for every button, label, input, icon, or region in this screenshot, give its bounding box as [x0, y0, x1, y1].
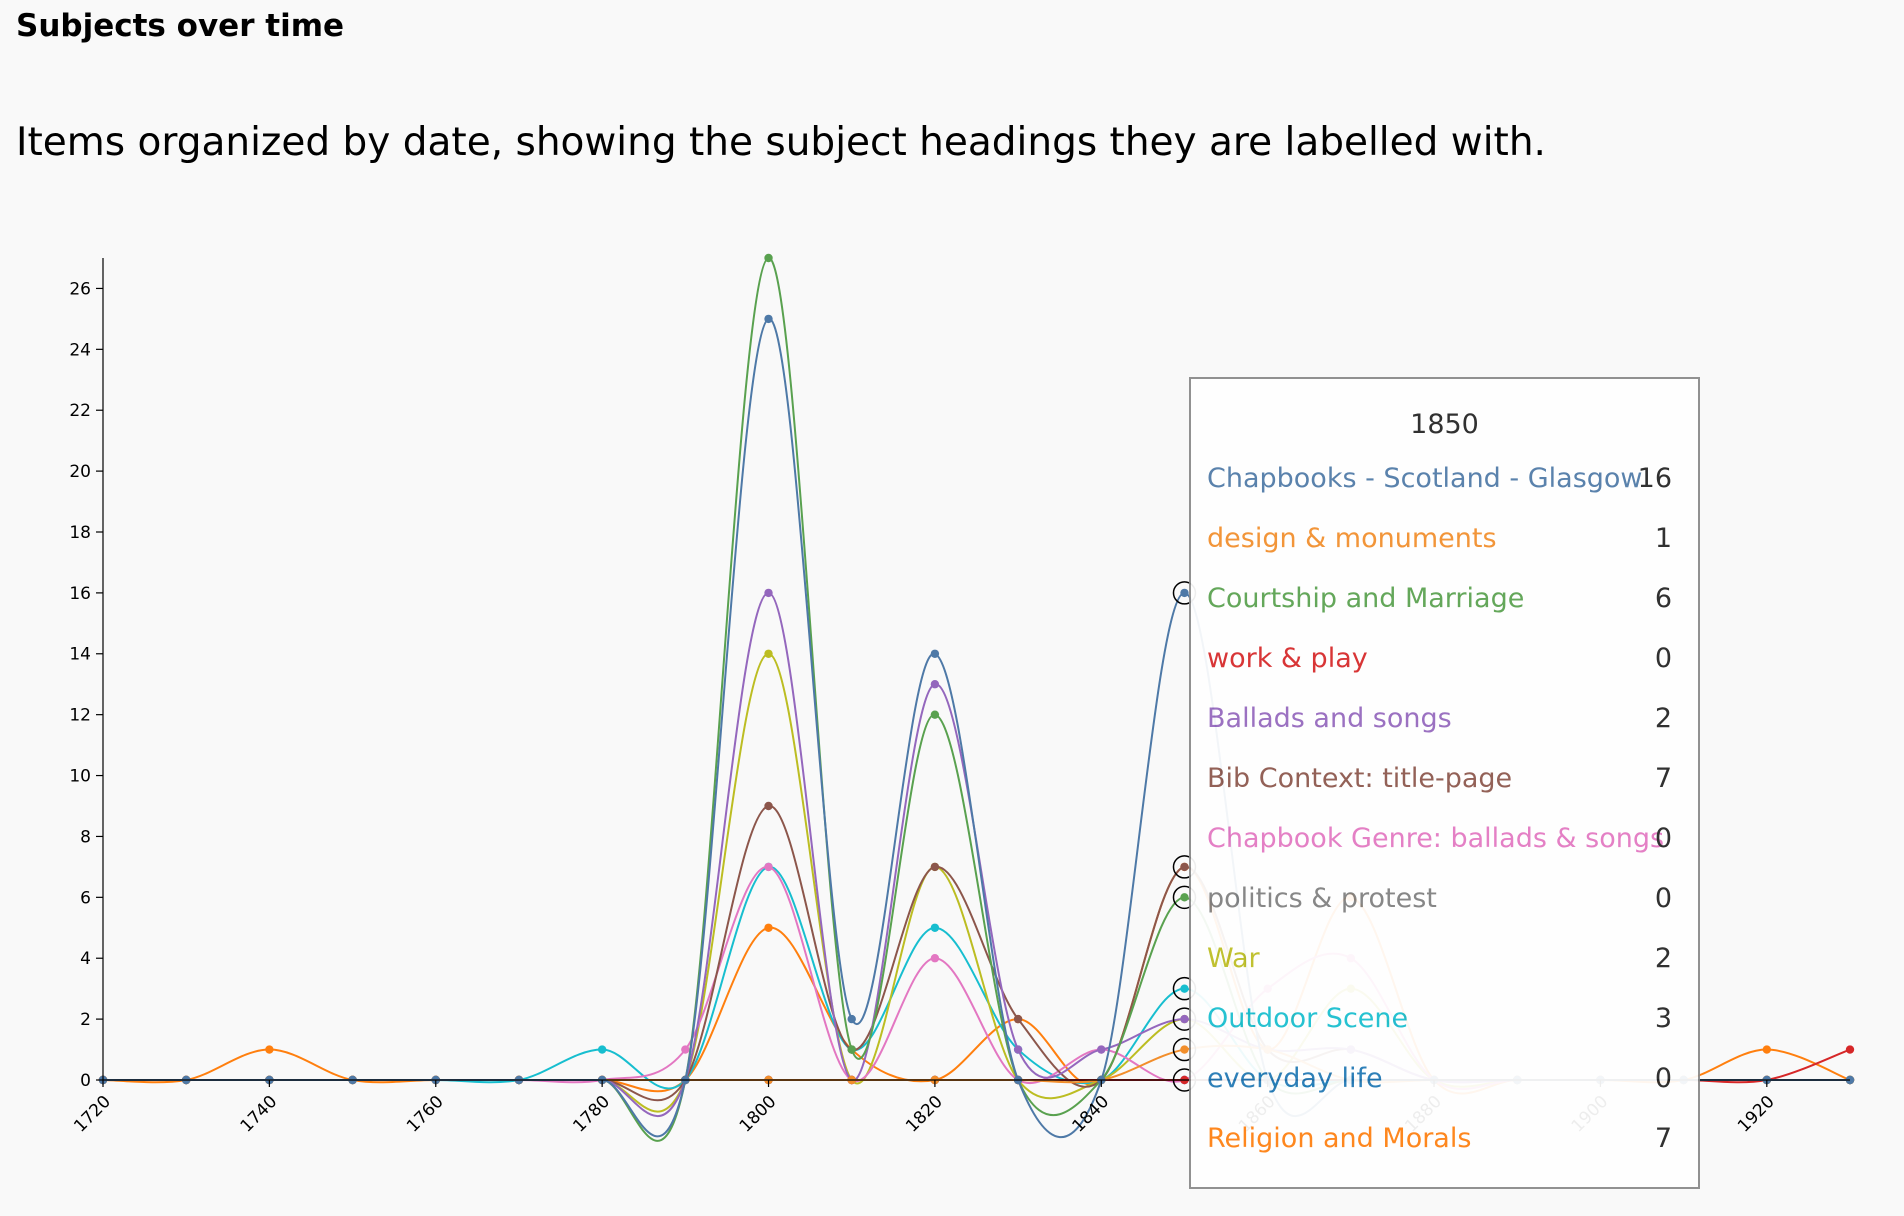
data-point[interactable] — [930, 923, 940, 932]
data-point[interactable] — [764, 314, 773, 324]
data-point[interactable] — [930, 862, 940, 872]
tooltip-series-value: 16 — [1637, 463, 1672, 494]
tooltip-series-name: politics & protest — [1207, 883, 1437, 914]
tooltip-row: work & play 0 — [1207, 643, 1672, 683]
data-point[interactable] — [1845, 1045, 1855, 1054]
data-point[interactable] — [1013, 1014, 1023, 1024]
tooltip-row: politics & protest 0 — [1207, 883, 1672, 923]
data-point[interactable] — [1097, 1045, 1106, 1054]
data-point[interactable] — [1762, 1045, 1772, 1054]
y-tick-label: 14 — [69, 645, 91, 665]
tooltip-series-name: Religion and Morals — [1207, 1123, 1472, 1154]
tooltip-series-name: work & play — [1207, 643, 1368, 674]
tooltip-year: 1850 — [1410, 409, 1479, 440]
x-tick-label: 1780 — [569, 1092, 614, 1137]
y-tick-label: 20 — [69, 462, 91, 482]
tooltip-series-value: 1 — [1654, 523, 1672, 554]
tooltip-series-name: Courtship and Marriage — [1207, 583, 1525, 614]
y-tick-label: 4 — [80, 949, 91, 969]
data-point[interactable] — [764, 649, 773, 658]
x-tick-label: 1920 — [1734, 1092, 1779, 1137]
data-point[interactable] — [930, 954, 940, 963]
y-tick-label: 22 — [69, 401, 91, 421]
data-point[interactable] — [1180, 862, 1189, 872]
tooltip-series-value: 0 — [1654, 1063, 1672, 1094]
tooltip-series-name: Outdoor Scene — [1207, 1003, 1409, 1034]
y-tick-label: 24 — [69, 340, 91, 360]
data-point[interactable] — [764, 253, 773, 263]
data-point[interactable] — [1180, 984, 1189, 993]
tooltip-series-name: Chapbook Genre: ballads & songs — [1207, 823, 1665, 854]
tooltip-series-value: 7 — [1654, 1123, 1672, 1154]
x-tick-label: 1840 — [1069, 1092, 1114, 1137]
data-point[interactable] — [764, 801, 773, 811]
tooltip-series-name: design & monuments — [1207, 523, 1497, 554]
tooltip-series-name: Bib Context: title-page — [1207, 763, 1513, 794]
tooltip-series-value: 0 — [1654, 823, 1672, 854]
x-tick-label: 1800 — [736, 1092, 781, 1137]
tooltip-series-value: 0 — [1654, 643, 1672, 674]
y-tick-label: 16 — [69, 584, 91, 604]
tooltip-series-name: everyday life — [1207, 1063, 1383, 1094]
tooltip-series-value: 6 — [1654, 583, 1672, 614]
x-tick-label: 1720 — [70, 1092, 115, 1137]
tooltip-row: Religion and Morals 7 — [1207, 1123, 1672, 1163]
data-point[interactable] — [764, 588, 773, 598]
data-point[interactable] — [847, 1014, 856, 1024]
page-description: Items organized by date, showing the sub… — [16, 120, 1546, 165]
data-point[interactable] — [681, 1045, 690, 1054]
data-point[interactable] — [1013, 1045, 1023, 1054]
x-tick-label: 1740 — [237, 1092, 282, 1137]
tooltip-row: Chapbook Genre: ballads & songs 0 — [1207, 823, 1672, 863]
hover-tooltip: 1850 Chapbooks - Scotland - Glasgow 16 des… — [1189, 377, 1700, 1189]
tooltip-row: everyday life 0 — [1207, 1063, 1672, 1103]
data-point[interactable] — [265, 1045, 274, 1054]
tooltip-series-value: 3 — [1654, 1003, 1672, 1034]
x-tick-label: 1760 — [403, 1092, 448, 1137]
tooltip-row: Ballads and songs 2 — [1207, 703, 1672, 743]
y-tick-label: 26 — [69, 279, 91, 299]
data-point[interactable] — [930, 649, 940, 658]
tooltip-row: Courtship and Marriage 6 — [1207, 583, 1672, 623]
data-point[interactable] — [930, 680, 940, 689]
tooltip-series-name: Chapbooks - Scotland - Glasgow — [1207, 463, 1643, 494]
data-point[interactable] — [930, 710, 940, 719]
tooltip-row: Outdoor Scene 3 — [1207, 1003, 1672, 1043]
data-point[interactable] — [764, 862, 773, 872]
data-point[interactable] — [1180, 1045, 1189, 1054]
y-tick-label: 6 — [80, 888, 91, 908]
data-point[interactable] — [847, 1045, 856, 1054]
y-tick-label: 18 — [69, 523, 91, 543]
tooltip-series-name: Ballads and songs — [1207, 703, 1452, 734]
y-tick-label: 12 — [69, 706, 91, 726]
tooltip-series-value: 7 — [1654, 763, 1672, 794]
tooltip-series-value: 2 — [1654, 943, 1672, 974]
data-point[interactable] — [1180, 893, 1189, 902]
data-point[interactable] — [1180, 1014, 1189, 1024]
tooltip-series-value: 0 — [1654, 883, 1672, 914]
page-title: Subjects over time — [16, 8, 345, 44]
data-point[interactable] — [597, 1045, 607, 1054]
data-point[interactable] — [764, 923, 773, 932]
data-point[interactable] — [1180, 588, 1189, 598]
tooltip-row: War 2 — [1207, 943, 1672, 983]
tooltip-row: design & monuments 1 — [1207, 523, 1672, 563]
tooltip-series-name: War — [1207, 943, 1260, 974]
tooltip-row: Chapbooks - Scotland - Glasgow 16 — [1207, 463, 1672, 503]
tooltip-row: Bib Context: title-page 7 — [1207, 763, 1672, 803]
x-tick-label: 1820 — [902, 1092, 947, 1137]
y-tick-label: 8 — [80, 827, 91, 847]
y-tick-label: 0 — [80, 1071, 91, 1091]
y-tick-label: 2 — [80, 1010, 91, 1030]
y-tick-label: 10 — [69, 767, 91, 787]
tooltip-series-value: 2 — [1654, 703, 1672, 734]
